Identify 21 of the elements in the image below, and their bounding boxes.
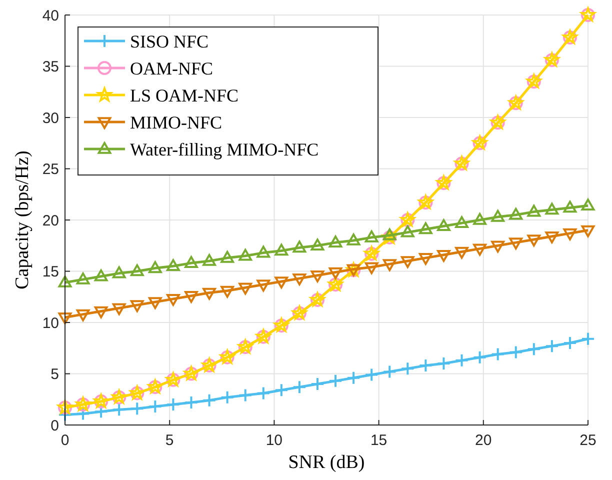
y-tick-label: 25 [42, 161, 59, 178]
y-tick-label: 20 [42, 212, 59, 230]
y-tick-label: 40 [42, 7, 59, 24]
legend-label: SISO NFC [130, 31, 209, 52]
y-tick-label: 10 [42, 314, 59, 332]
y-tick-label: 30 [42, 110, 59, 127]
x-tick-label: 15 [370, 432, 388, 449]
legend-label: MIMO-NFC [130, 112, 222, 132]
y-tick-label: 35 [42, 58, 59, 76]
x-axis-title: SNR (dB) [288, 452, 365, 473]
y-tick-label: 0 [50, 417, 59, 434]
x-tick-label: 5 [165, 432, 174, 449]
y-axis-title: Capacity (bps/Hz) [12, 150, 33, 290]
x-tick-label: 20 [475, 432, 492, 449]
x-tick-label: 25 [580, 432, 596, 449]
y-tick-label: 5 [50, 366, 59, 383]
legend-label: LS OAM-NFC [130, 85, 239, 106]
legend-label: OAM-NFC [130, 58, 214, 78]
x-tick-label: 10 [266, 432, 283, 449]
legend-label: Water-filling MIMO-NFC [130, 139, 319, 160]
y-tick-label: 15 [42, 264, 59, 280]
